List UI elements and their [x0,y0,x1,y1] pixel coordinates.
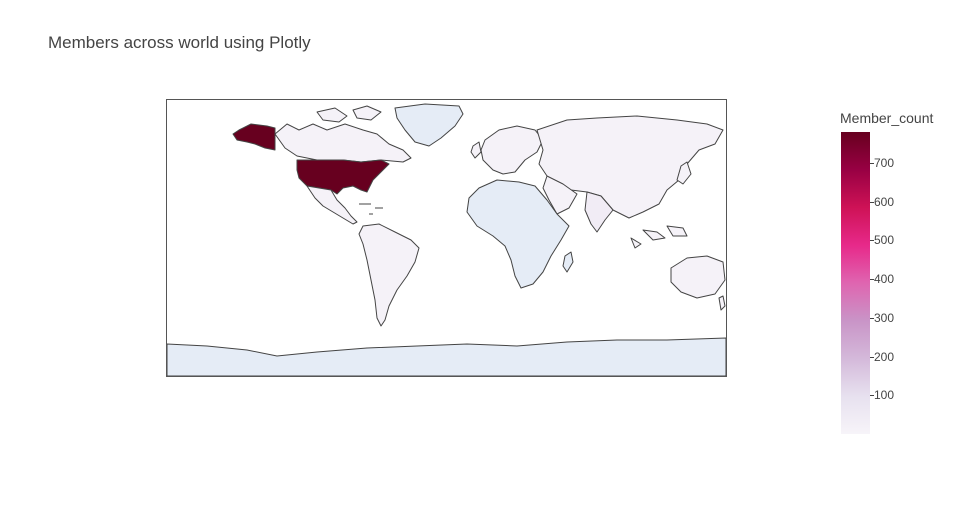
southeast-asia[interactable] [630,225,688,249]
caribbean [359,203,383,215]
japan[interactable] [676,161,692,185]
colorbar-tickmark [870,317,874,319]
madagascar[interactable] [562,251,574,273]
greenland[interactable] [394,103,464,147]
colorbar-tick-label: 400 [874,272,895,287]
india[interactable] [584,191,614,233]
british-isles[interactable] [470,141,482,159]
colorbar-tickmark [870,395,874,397]
colorbar-tick-label: 500 [874,233,895,248]
colorbar-tickmark [870,201,874,203]
south-america[interactable] [358,223,420,327]
colorbar-tick-label: 300 [874,310,895,325]
europe[interactable] [480,125,544,175]
colorbar-tick-label: 200 [874,349,895,364]
colorbar-tickmark [870,279,874,281]
world-map[interactable] [166,99,727,377]
map-svg [167,103,726,376]
new-zealand[interactable] [718,295,726,311]
colorbar-tick-label: 100 [874,388,895,403]
alaska[interactable] [232,123,276,151]
colorbar-tick-label: 700 [874,155,895,170]
middle-east[interactable] [542,175,578,215]
antarctica[interactable] [167,337,726,376]
colorbar-title: Member_count [840,110,934,126]
canada-islands[interactable] [316,105,382,123]
colorbar [841,132,870,434]
chart-title: Members across world using Plotly [48,33,311,52]
colorbar-tickmark [870,356,874,358]
australia[interactable] [670,255,726,299]
canada[interactable] [274,123,412,163]
colorbar-tickmark [870,162,874,164]
africa[interactable] [466,179,570,289]
colorbar-tick-label: 600 [874,194,895,209]
colorbar-tickmark [870,240,874,242]
mexico[interactable] [306,185,358,225]
